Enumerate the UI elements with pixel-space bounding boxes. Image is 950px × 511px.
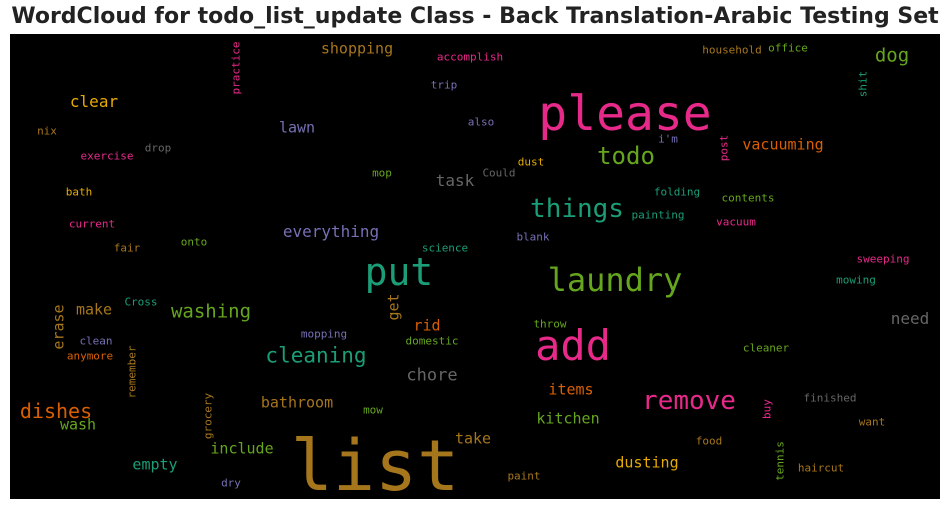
- word-please: please: [538, 86, 712, 142]
- word-todo: todo: [597, 142, 655, 170]
- word-science: science: [421, 241, 469, 255]
- word-household: household: [702, 43, 762, 57]
- word-dry: dry: [221, 476, 241, 490]
- word-bathroom: bathroom: [260, 393, 334, 412]
- word-contents: contents: [721, 191, 775, 205]
- word-also: also: [467, 115, 495, 129]
- word-finished: finished: [803, 391, 857, 405]
- word-practice: practice: [229, 41, 243, 95]
- word-cleaner: cleaner: [742, 341, 790, 355]
- word-i-m: i'm: [658, 132, 678, 146]
- word-include: include: [210, 439, 274, 458]
- word-vacuum: vacuum: [716, 215, 756, 229]
- word-paint: paint: [507, 469, 541, 483]
- word-throw: throw: [533, 317, 567, 331]
- word-office: office: [768, 41, 808, 55]
- word-tennis: tennis: [773, 441, 787, 481]
- word-remember: remember: [125, 345, 139, 399]
- word-make: make: [75, 300, 113, 319]
- word-clean: clean: [79, 334, 113, 348]
- word-put: put: [364, 250, 434, 294]
- word-mop: mop: [372, 166, 392, 180]
- word-dishes: dishes: [19, 399, 93, 423]
- word-buy: buy: [760, 399, 774, 419]
- word-dog: dog: [874, 44, 910, 67]
- word-could: Could: [482, 166, 516, 180]
- word-dust: dust: [517, 155, 545, 169]
- word-list: list: [290, 425, 460, 499]
- word-shopping: shopping: [320, 39, 394, 58]
- word-painting: painting: [631, 208, 685, 222]
- word-erase: erase: [49, 304, 68, 350]
- word-cross: Cross: [124, 295, 158, 309]
- word-folding: folding: [653, 185, 701, 199]
- word-task: task: [435, 171, 475, 190]
- word-need: need: [890, 309, 930, 328]
- word-vacuuming: vacuuming: [742, 135, 824, 154]
- word-cleaning: cleaning: [265, 343, 367, 368]
- word-get: get: [384, 293, 403, 321]
- word-nix: nix: [37, 124, 57, 138]
- word-clear: clear: [69, 92, 119, 111]
- word-grocery: grocery: [201, 392, 215, 440]
- word-take: take: [454, 429, 492, 448]
- word-kitchen: kitchen: [536, 409, 600, 428]
- word-mopping: mopping: [300, 327, 348, 341]
- word-blank: blank: [516, 230, 550, 244]
- word-wash: wash: [59, 415, 97, 434]
- word-food: food: [695, 434, 723, 448]
- word-dusting: dusting: [615, 453, 679, 472]
- word-laundry: laundry: [547, 261, 683, 299]
- word-empty: empty: [132, 455, 178, 474]
- word-fair: fair: [113, 241, 141, 255]
- word-drop: drop: [144, 141, 172, 155]
- word-remove: remove: [642, 386, 736, 416]
- word-bath: bath: [65, 185, 93, 199]
- chart-title: WordCloud for todo_list_update Class - B…: [11, 4, 939, 29]
- word-exercise: exercise: [80, 149, 134, 163]
- word-shit: shit: [856, 70, 870, 98]
- word-trip: trip: [430, 78, 458, 92]
- word-post: post: [717, 134, 731, 162]
- word-mowing: mowing: [836, 273, 876, 287]
- word-chore: chore: [406, 365, 458, 386]
- word-sweeping: sweeping: [856, 252, 910, 266]
- word-washing: washing: [170, 300, 252, 323]
- word-add: add: [535, 321, 611, 370]
- word-current: current: [68, 217, 116, 231]
- word-lawn: lawn: [278, 118, 316, 137]
- word-haircut: haircut: [797, 461, 845, 475]
- word-things: things: [530, 194, 624, 224]
- word-cloud: list please add put laundry things todo remove c…: [10, 34, 940, 499]
- word-mow: mow: [363, 403, 383, 417]
- word-anymore: anymore: [66, 349, 114, 363]
- word-onto: onto: [180, 235, 208, 249]
- word-everything: everything: [282, 222, 380, 241]
- word-rid: rid: [413, 316, 441, 335]
- word-accomplish: accomplish: [436, 50, 504, 64]
- word-items: items: [548, 380, 594, 399]
- word-domestic: domestic: [405, 334, 459, 348]
- word-want: want: [858, 415, 886, 429]
